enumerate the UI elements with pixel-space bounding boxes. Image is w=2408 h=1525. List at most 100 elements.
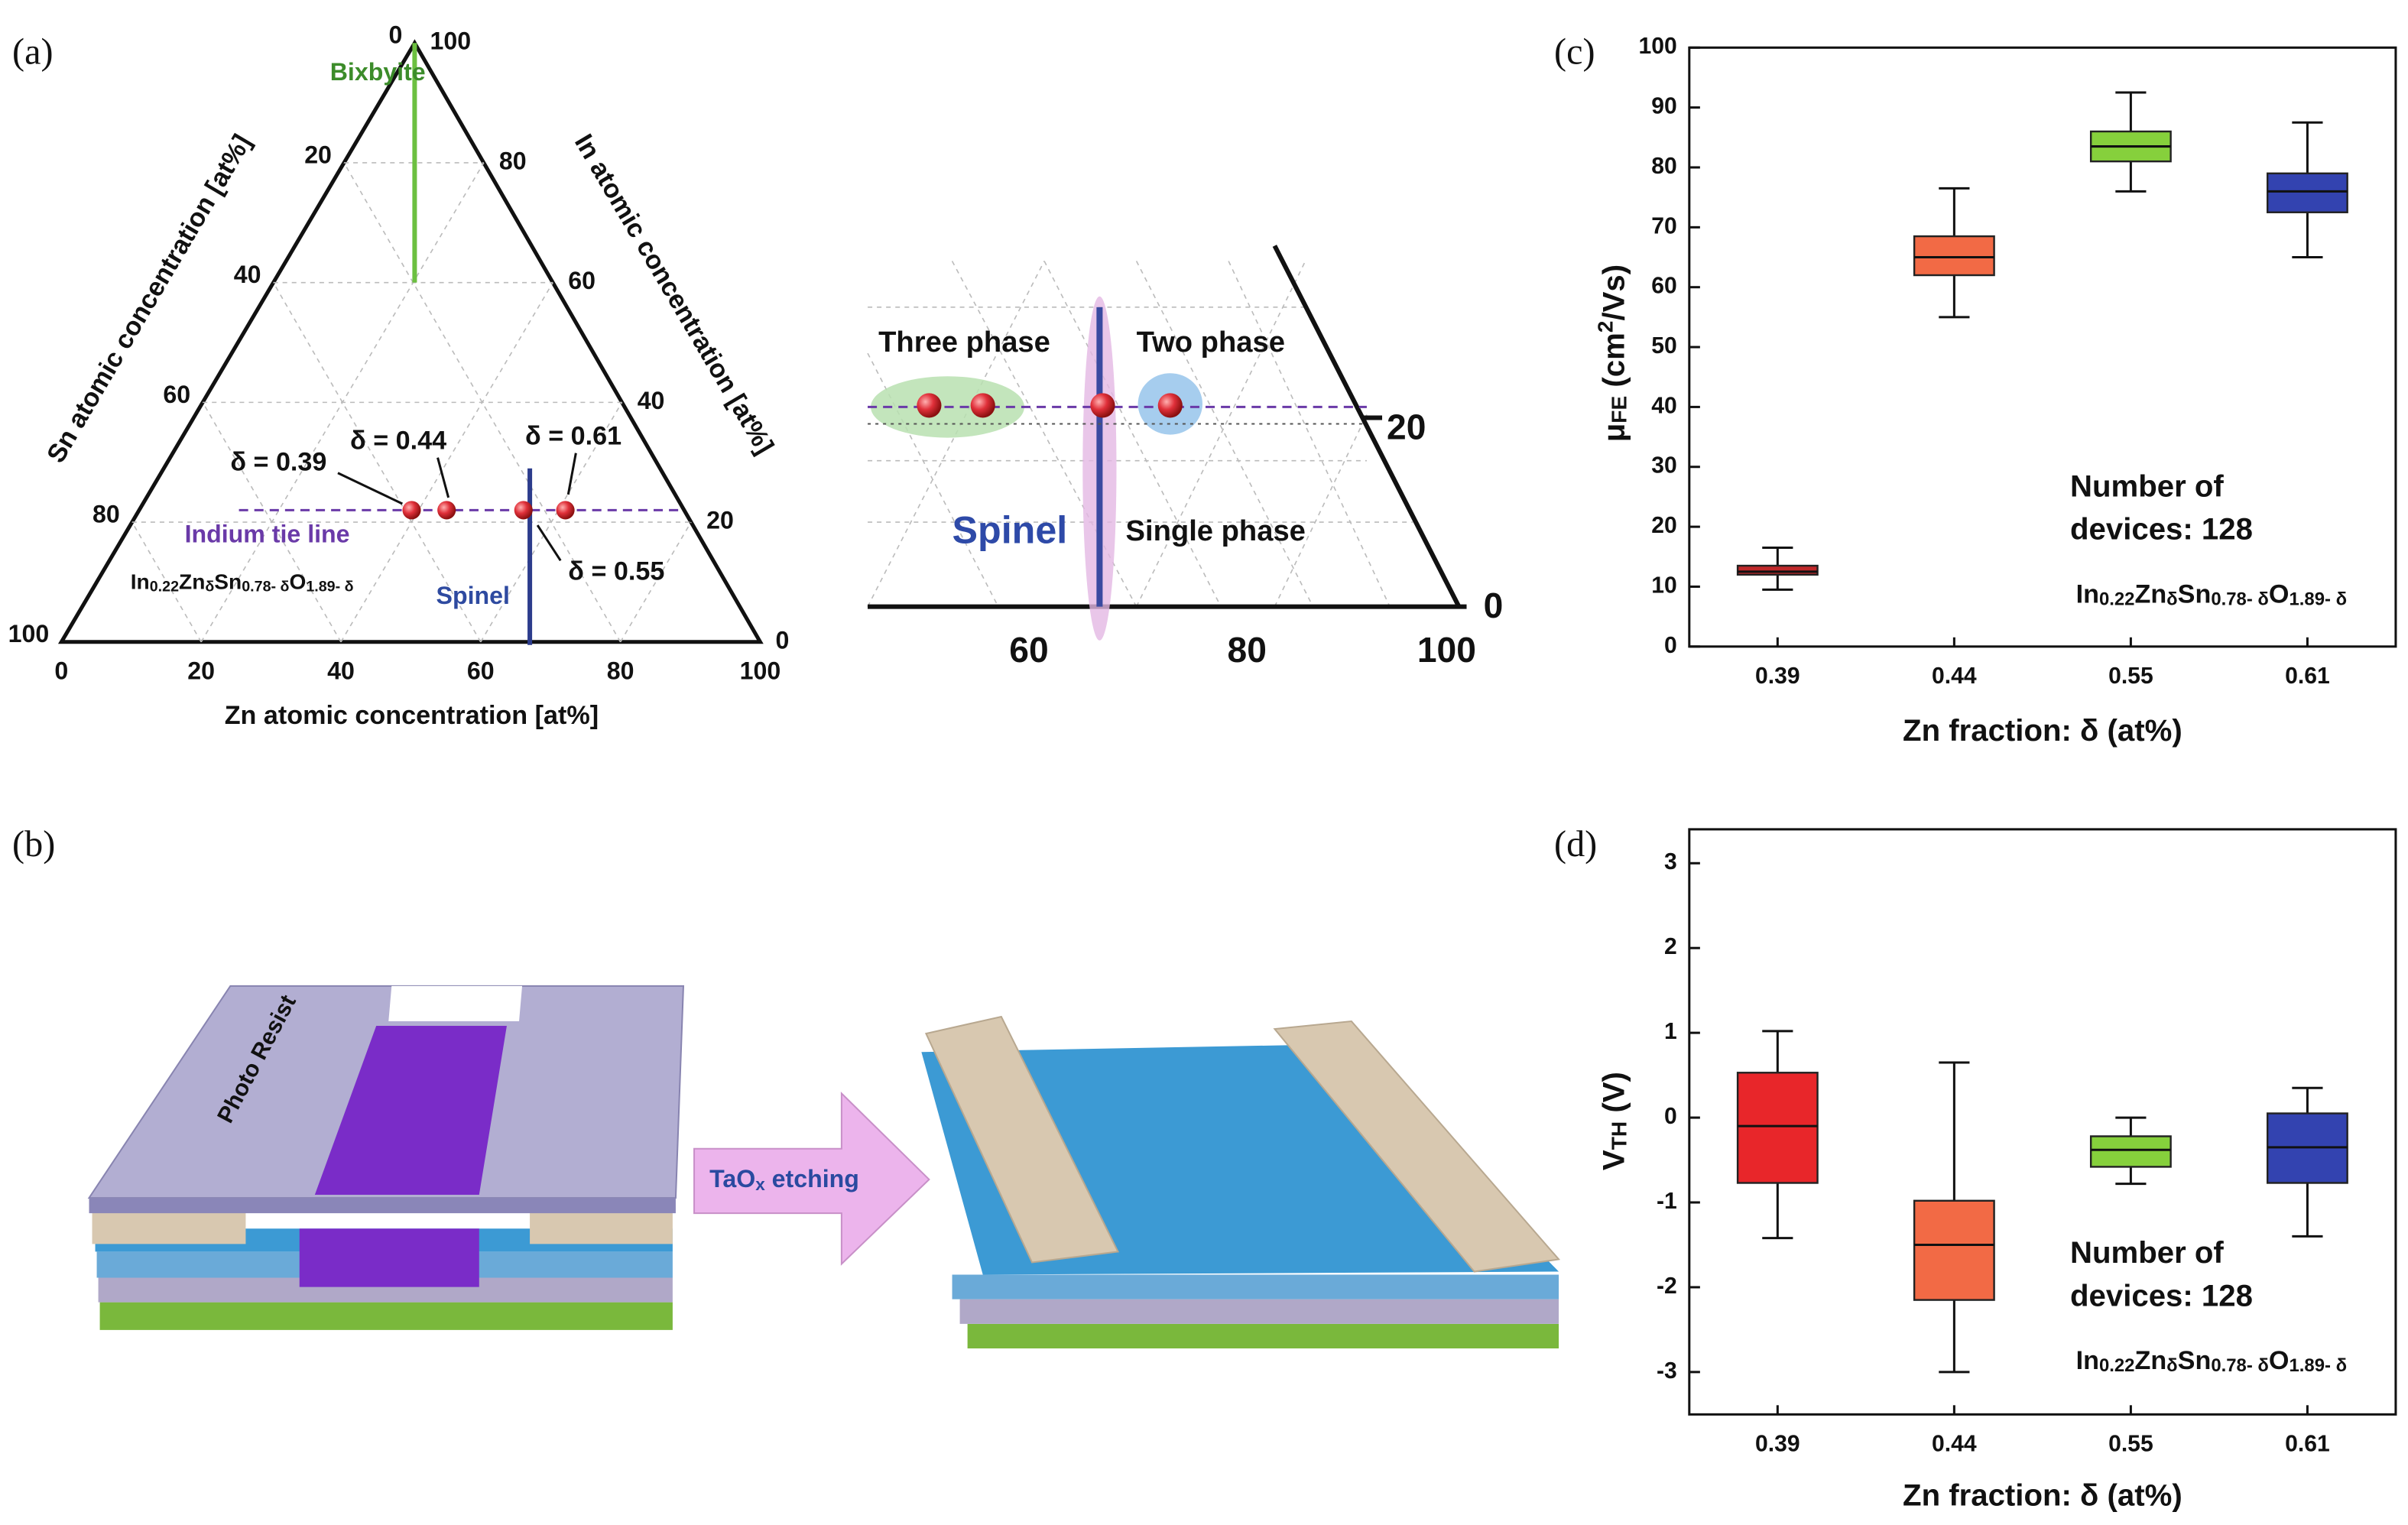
formula-part: Zn: [2134, 580, 2166, 609]
y-axis-label-part: μ: [1596, 423, 1631, 443]
zn-tick-label: 20: [187, 657, 215, 684]
x-tick-label: 0.39: [1755, 1431, 1800, 1456]
plot-frame: [1688, 46, 2397, 648]
zn-tick-label: 100: [740, 657, 781, 684]
x-tick-label: 0.39: [1755, 664, 1800, 689]
x-tick-label: 0.61: [2285, 664, 2330, 689]
y-tick-label: 80: [1651, 154, 1677, 179]
formula-part: 1.89- δ: [2289, 589, 2347, 610]
formula-part: Sn: [214, 570, 242, 594]
formula-part: 0.78- δ: [2211, 1355, 2269, 1376]
panel-label: (b): [12, 824, 55, 865]
x-tick-label: 0.44: [1932, 664, 1977, 689]
box: [1736, 564, 1819, 576]
box: [2266, 172, 2348, 213]
inset-tick: 100: [1417, 630, 1476, 670]
x-axis-label: Zn fraction: δ (at%): [1903, 713, 2182, 748]
phase-label: Spinel: [436, 582, 510, 609]
sn-tick-label: 80: [92, 501, 120, 528]
in-tick-label: 40: [638, 387, 665, 414]
annotation: devices: 128: [2070, 1278, 2253, 1312]
process-label-part: x: [755, 1175, 765, 1194]
arrows: [337, 453, 577, 562]
inset: [867, 245, 1467, 641]
annotation: Number of: [2070, 469, 2224, 503]
y-axis-label: VTH (V): [1596, 1072, 1631, 1170]
y-axis-label: μFE (cm2/Vs): [1594, 264, 1631, 442]
phase-label: Bixbyite: [330, 58, 426, 86]
x-tick-label: 0.61: [2285, 1431, 2330, 1456]
y-axis-label-part: (V): [1596, 1072, 1631, 1121]
sn-tick-label: 0: [388, 21, 402, 49]
inset-tick: 60: [1009, 630, 1048, 670]
tie-line-label: Indium tie line: [185, 521, 350, 548]
sn-tick-label: 20: [304, 141, 332, 168]
axis-label: In atomic concentration [at%]: [569, 129, 779, 459]
annotation: devices: 128: [2070, 512, 2253, 547]
formula-part: 0.78- δ: [2211, 589, 2269, 610]
y-tick-label: 70: [1651, 213, 1677, 238]
y-tick-label: 40: [1651, 393, 1677, 418]
zn-tick-label: 80: [607, 657, 634, 684]
formula: In0.22ZnδSn0.78- δO1.89- δ: [2076, 580, 2347, 610]
axis-label: Zn atomic concentration [at%]: [225, 701, 599, 730]
x-tick-label: 0.55: [2108, 1431, 2153, 1456]
in-tick-label: 80: [499, 147, 527, 174]
y-tick-label: -2: [1657, 1274, 1677, 1299]
inset-label: Single phase: [1126, 514, 1306, 547]
axis-label: Sn atomic concentration [at%]: [41, 129, 257, 468]
box: [2089, 1135, 2172, 1168]
inset-tick: 80: [1228, 630, 1267, 670]
y-tick-label: 20: [1651, 513, 1677, 538]
plot-frame: [1688, 828, 2397, 1416]
inset-label: Three phase: [878, 326, 1050, 359]
in-tick-label: 0: [776, 626, 790, 654]
inset-label: Spinel: [952, 508, 1068, 551]
y-axis-label-part: FE: [1608, 396, 1631, 423]
y-axis-label-part: /Vs): [1596, 264, 1631, 321]
formula-part: 0.22: [2099, 589, 2134, 610]
formula-part: Zn: [179, 570, 205, 594]
box: [1913, 235, 1995, 277]
panel-label: (d): [1554, 824, 1597, 865]
annotation: Number of: [2070, 1235, 2224, 1270]
formula-part: δ: [2166, 1355, 2177, 1376]
in-tick-label: 20: [706, 507, 734, 534]
in-tick-label: 100: [430, 28, 472, 55]
composition-point: [514, 501, 533, 520]
formula-part: δ: [2166, 589, 2177, 610]
formula-part: δ: [205, 579, 214, 595]
sn-tick-label: 60: [163, 381, 190, 408]
zn-tick-label: 40: [327, 657, 355, 684]
panel-label: (c): [1554, 31, 1595, 72]
formula-part: In: [2076, 1346, 2099, 1375]
zn-tick-label: 60: [467, 657, 495, 684]
formula-part: In: [2076, 580, 2099, 609]
panel-label: (a): [12, 31, 53, 72]
y-axis-label-part: 2: [1594, 321, 1618, 333]
zn-tick-label: 0: [54, 657, 68, 684]
y-tick-label: 90: [1651, 94, 1677, 119]
y-tick-label: 100: [1638, 34, 1676, 59]
composition-point: [437, 501, 456, 520]
formula-part: O: [2269, 1346, 2290, 1375]
inset-tick: 0: [1484, 586, 1504, 625]
y-tick-label: -1: [1657, 1189, 1677, 1214]
y-tick-label: 2: [1664, 934, 1677, 959]
y-axis-label-part: (cm: [1596, 333, 1631, 396]
point-label: δ = 0.55: [568, 556, 664, 586]
process-label: TaOx etching: [709, 1165, 859, 1193]
y-tick-label: 0: [1664, 1104, 1677, 1129]
y-tick-label: 0: [1664, 633, 1677, 658]
box: [1913, 1199, 1995, 1301]
process-label-part: etching: [765, 1165, 859, 1192]
formula-part: 1.89- δ: [2289, 1355, 2347, 1376]
sn-tick-label: 100: [8, 620, 50, 647]
process-label-part: TaO: [709, 1165, 755, 1192]
in-tick-label: 60: [568, 267, 596, 294]
device-after: [921, 1015, 1561, 1348]
point-label: δ = 0.61: [525, 422, 621, 451]
composition-point: [556, 501, 575, 520]
y-tick-label: 10: [1651, 573, 1677, 598]
